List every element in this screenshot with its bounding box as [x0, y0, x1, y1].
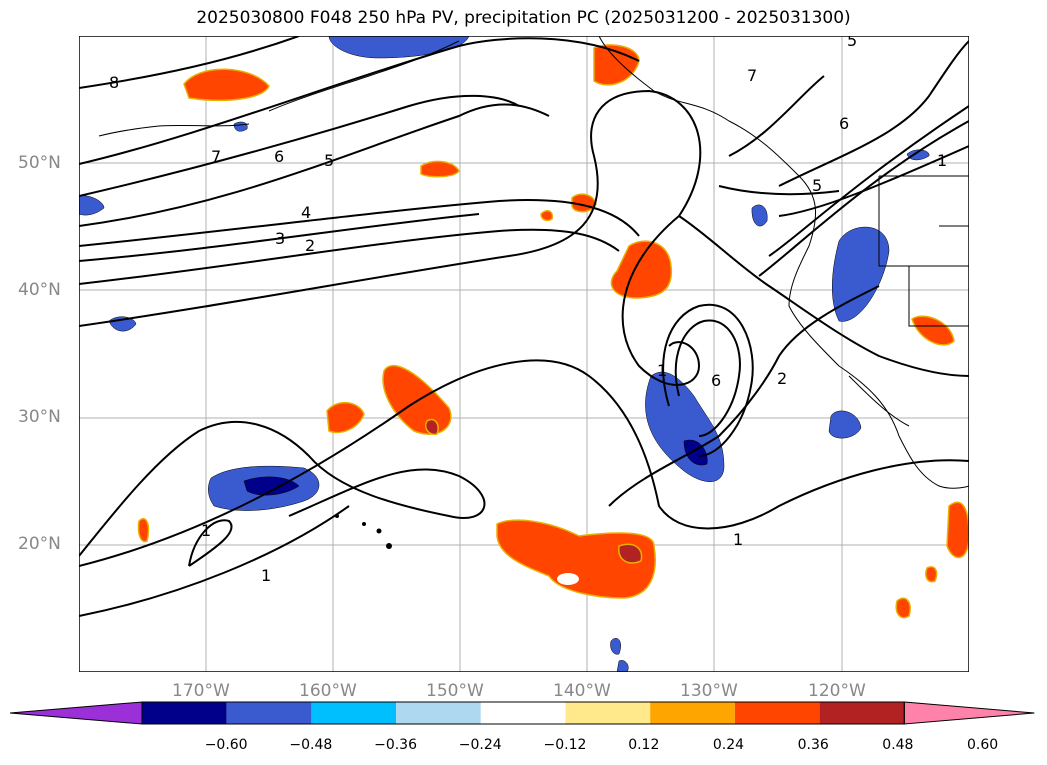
contour-labels: 8 7 6 5 4 3 2 1 1 5 7 6 5 6 1 2 1 1: [109, 36, 947, 585]
contour-label: 6: [274, 147, 284, 166]
lon-label: 160°W: [299, 681, 357, 701]
colorbar: [10, 701, 1035, 725]
contour-label: 3: [275, 229, 285, 248]
contour-label: 4: [301, 203, 311, 222]
colorbar-tick-label: −0.36: [374, 737, 417, 753]
colorbar-tick-label: 0.12: [628, 737, 660, 753]
colorbar-segment: [311, 702, 397, 724]
lon-label: 150°W: [426, 681, 484, 701]
contour-label: 7: [747, 66, 757, 85]
contour-label: 1: [201, 521, 211, 540]
lat-label: 40°N: [18, 280, 61, 300]
map-panel: 8 7 6 5 4 3 2 1 1 5 7 6 5 6 1 2 1 1: [79, 36, 969, 672]
gridlines: [79, 36, 969, 672]
contour-label: 2: [305, 236, 315, 255]
contour-label: 1: [733, 530, 743, 549]
colorbar-segment: [650, 702, 735, 724]
precip-negative-regions: [79, 36, 930, 672]
colorbar-tick-label: −0.24: [458, 737, 502, 753]
colorbar-segment: [142, 702, 227, 724]
colorbar-segment: [480, 702, 566, 724]
contour-label: 1: [937, 151, 947, 170]
colorbar-segment: [226, 702, 312, 724]
lon-label: 130°W: [680, 681, 738, 701]
colorbar-tick-label: 0.36: [797, 737, 829, 753]
colorbar-tick-label: 0.48: [882, 737, 914, 753]
contour-label: 1: [261, 566, 271, 585]
contour-label: 5: [324, 151, 334, 170]
lat-label: 20°N: [18, 534, 61, 554]
contour-label: 7: [211, 147, 221, 166]
colorbar-segment: [396, 702, 481, 724]
lon-label: 120°W: [808, 681, 866, 701]
contour-label: 6: [839, 114, 849, 133]
colorbar-tick-label: −0.12: [543, 737, 587, 753]
contour-label: 2: [777, 369, 787, 388]
hawaii-islands: [335, 514, 392, 549]
contour-label: 5: [812, 176, 822, 195]
colorbar-tick-label: −0.60: [204, 737, 248, 753]
pv-contours: [79, 36, 969, 617]
lon-label: 170°W: [172, 681, 230, 701]
colorbar-tick-label: 0.60: [967, 737, 999, 753]
colorbar-segment: [734, 702, 820, 724]
colorbar-extend-max: [903, 701, 1035, 725]
colorbar-tick-label: 0.24: [712, 737, 745, 753]
contour-label: 6: [711, 371, 721, 390]
lat-label: 30°N: [18, 407, 61, 427]
colorbar-segment: [819, 702, 905, 724]
map-title: 2025030800 F048 250 hPa PV, precipitatio…: [196, 8, 851, 28]
lat-label: 50°N: [18, 153, 61, 173]
coastlines: [98, 36, 969, 489]
contour-label: 8: [109, 73, 119, 92]
contour-label: 1: [657, 361, 667, 380]
lon-label: 140°W: [553, 681, 611, 701]
colorbar-tick-label: −0.48: [289, 737, 333, 753]
contour-label: 5: [847, 36, 857, 50]
colorbar-extend-min: [10, 701, 143, 725]
colorbar-outline: [141, 701, 905, 725]
colorbar-segment: [565, 702, 651, 724]
